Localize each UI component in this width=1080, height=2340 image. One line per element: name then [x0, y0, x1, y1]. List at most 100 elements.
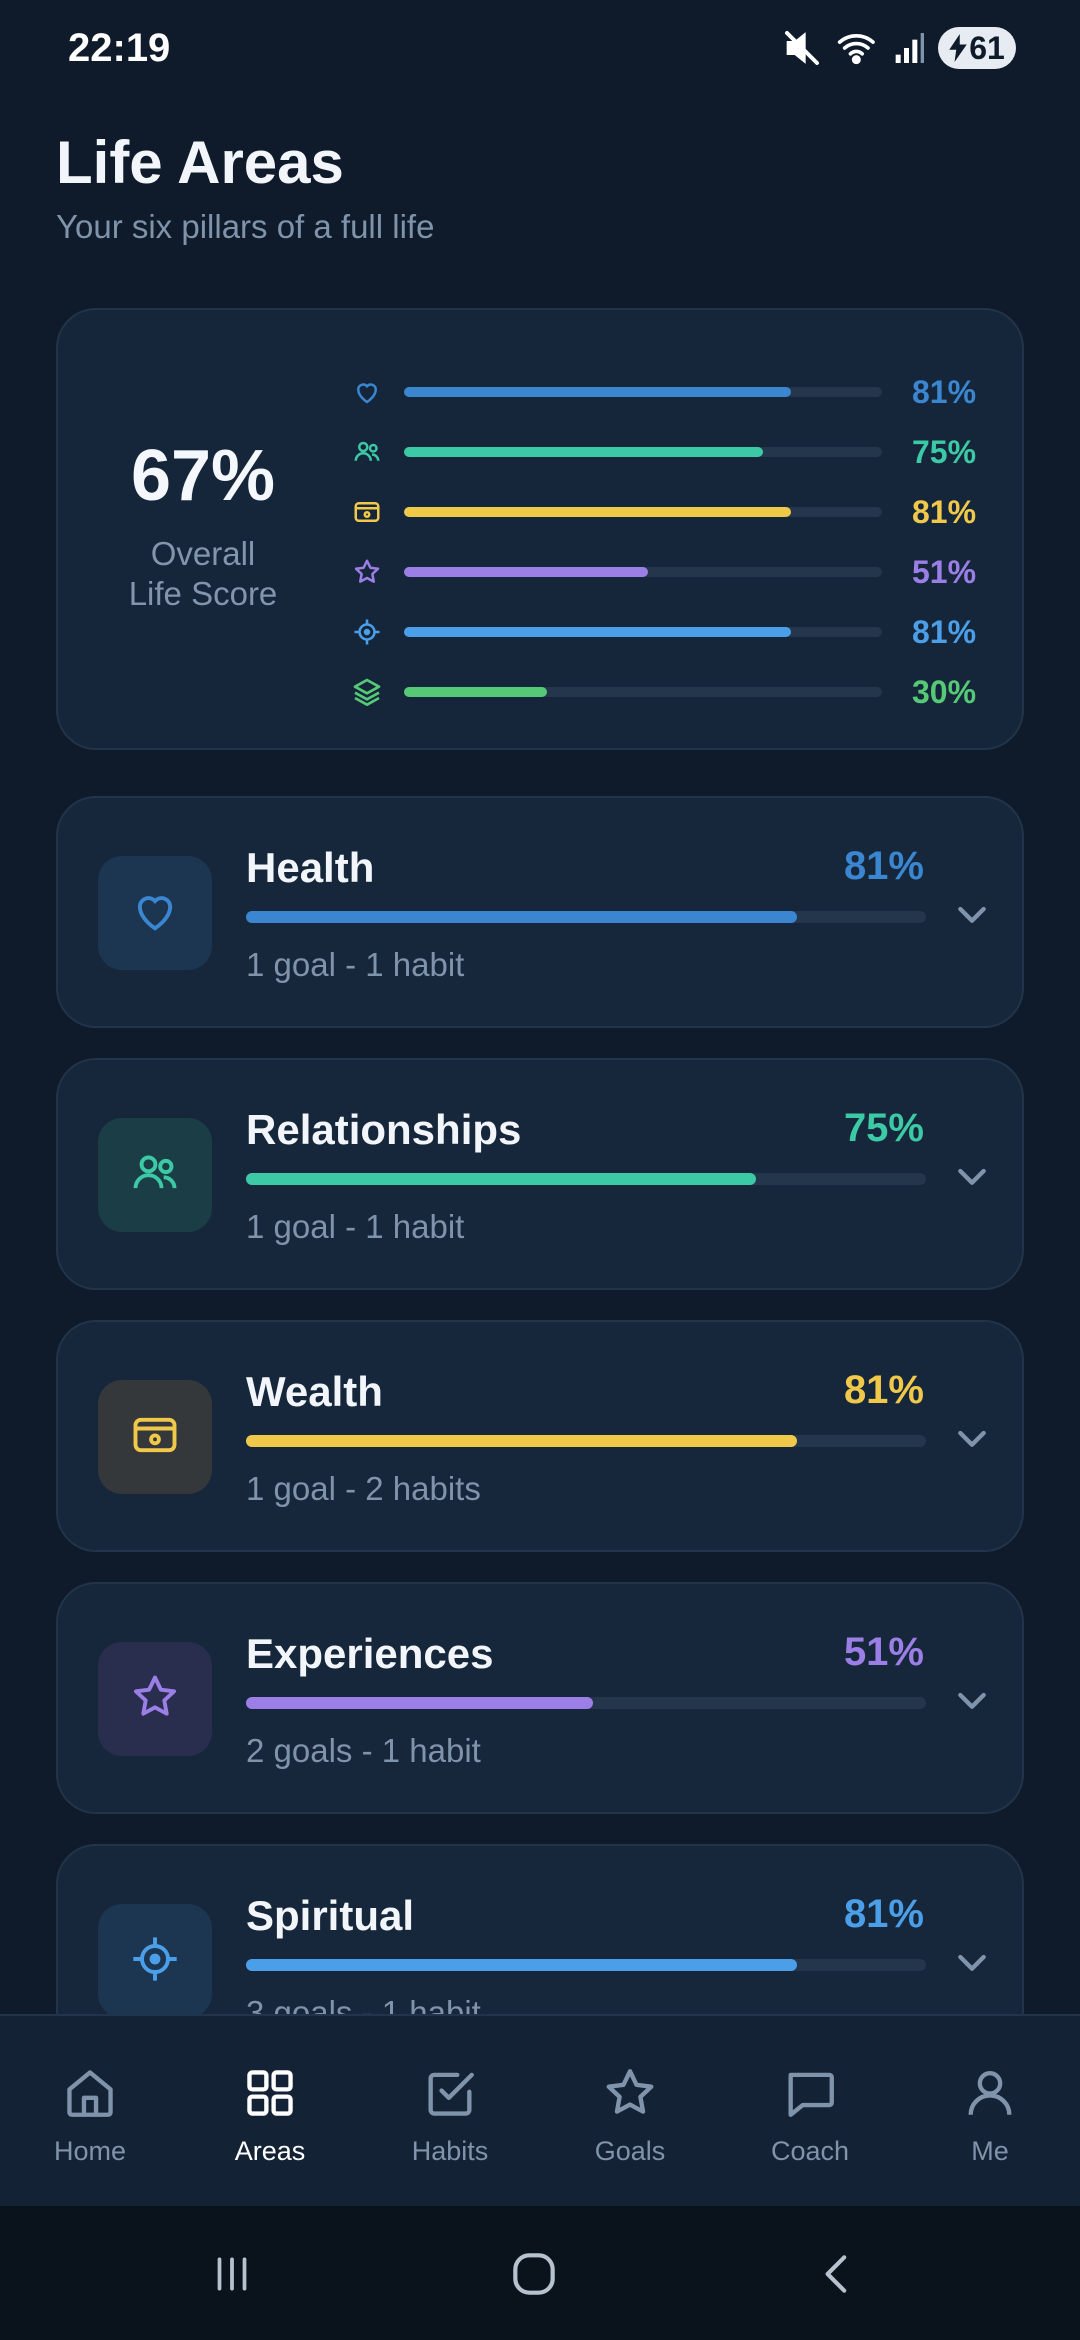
mini-row-health: 81%: [350, 362, 990, 422]
checkbox-icon: [421, 2064, 479, 2122]
area-percent: 75%: [843, 1106, 924, 1150]
mini-progress-fill: [404, 567, 648, 577]
area-progress-fill: [246, 1435, 797, 1447]
nav-label: Areas: [234, 2136, 306, 2166]
back-icon: [813, 2249, 863, 2304]
area-meta: 1 goal - 1 habit: [246, 946, 465, 983]
nav-label: Home: [53, 2136, 127, 2166]
nav-item-home[interactable]: Home: [0, 2016, 180, 2206]
grid-icon: [241, 2064, 299, 2122]
area-meta: 2 goals - 1 habit: [246, 1732, 481, 1769]
nav-label: Me: [971, 2136, 1009, 2166]
nav-item-me[interactable]: Me: [900, 2016, 1080, 2206]
area-percent: 81%: [843, 844, 924, 888]
mini-row-growth: 30%: [350, 662, 990, 722]
chevron-down-icon[interactable]: [952, 1156, 992, 1196]
area-card-spiritual[interactable]: Spiritual 81% 3 goals - 1 habit: [56, 1844, 1024, 2076]
area-card-health[interactable]: Health 81% 1 goal - 1 habit: [56, 796, 1024, 1028]
mini-progress-track: [404, 447, 882, 457]
overall-score-value: 67%: [130, 436, 276, 516]
mini-percent: 30%: [912, 673, 977, 710]
area-name: Experiences: [246, 1630, 494, 1677]
area-score-breakdown: 81% 75% 81% 51%: [350, 362, 990, 722]
nav-label: Coach: [770, 2136, 850, 2166]
page-subtitle: Your six pillars of a full life: [56, 208, 435, 245]
mini-progress-fill: [404, 387, 792, 397]
mini-progress-fill: [404, 687, 548, 697]
area-name: Relationships: [246, 1106, 522, 1153]
mini-row-spiritual: 81%: [350, 602, 990, 662]
area-icon-box: [98, 1118, 212, 1232]
area-icon-box: [98, 1642, 212, 1756]
chevron-down-icon[interactable]: [952, 1680, 992, 1720]
home-button[interactable]: [504, 2246, 564, 2306]
area-card-wealth[interactable]: Wealth 81% 1 goal - 2 habits: [56, 1320, 1024, 1552]
mini-progress-track: [404, 627, 882, 637]
area-card-relationships[interactable]: Relationships 75% 1 goal - 1 habit: [56, 1058, 1024, 1290]
area-percent: 51%: [843, 1630, 924, 1674]
mini-progress-track: [404, 687, 882, 697]
nav-item-habits[interactable]: Habits: [360, 2016, 540, 2206]
nav-label: Habits: [411, 2136, 489, 2166]
recent-apps-icon: [207, 2249, 257, 2304]
mini-progress-track: [404, 567, 882, 577]
mini-percent: 81%: [912, 373, 977, 410]
mini-row-relationships: 75%: [350, 422, 990, 482]
area-icon-box: [98, 856, 212, 970]
battery-level: 61: [969, 29, 1005, 66]
area-progress-track: [246, 1697, 926, 1709]
mini-percent: 51%: [912, 553, 977, 590]
wallet-icon: [129, 1409, 181, 1466]
nav-label: Goals: [594, 2136, 666, 2166]
nav-item-areas[interactable]: Areas: [180, 2016, 360, 2206]
area-progress-track: [246, 1959, 926, 1971]
recent-apps-button[interactable]: [202, 2246, 262, 2306]
chevron-down-icon[interactable]: [952, 1942, 992, 1982]
heart-icon: [129, 885, 181, 942]
star-icon: [129, 1671, 181, 1728]
wallet-icon: [350, 495, 384, 529]
nav-item-goals[interactable]: Goals: [540, 2016, 720, 2206]
home-icon: [61, 2064, 119, 2122]
users-icon: [129, 1147, 181, 1204]
battery-indicator: 61: [938, 27, 1016, 69]
chevron-down-icon[interactable]: [952, 1418, 992, 1458]
chat-icon: [781, 2064, 839, 2122]
mute-icon: [782, 28, 822, 68]
status-bar: 22:19 61: [0, 0, 1080, 96]
page-title: Life Areas: [56, 129, 344, 196]
system-nav-bar: [0, 2206, 1080, 2340]
chevron-down-icon[interactable]: [952, 894, 992, 934]
mini-progress-track: [404, 387, 882, 397]
area-progress-track: [246, 1173, 926, 1185]
mini-row-wealth: 81%: [350, 482, 990, 542]
area-card-experiences[interactable]: Experiences 51% 2 goals - 1 habit: [56, 1582, 1024, 1814]
status-time: 22:19: [68, 26, 171, 70]
overall-score-label-line1: Overall: [150, 535, 256, 572]
status-icons: 61: [782, 26, 1016, 70]
back-button[interactable]: [808, 2246, 868, 2306]
area-meta: 1 goal - 2 habits: [246, 1470, 481, 1507]
mini-progress-fill: [404, 507, 792, 517]
mini-percent: 75%: [912, 433, 977, 470]
area-progress-track: [246, 1435, 926, 1447]
signal-icon: [894, 31, 924, 65]
mini-percent: 81%: [912, 493, 977, 530]
user-icon: [961, 2064, 1019, 2122]
star-icon: [601, 2064, 659, 2122]
area-name: Wealth: [246, 1368, 383, 1415]
area-progress-fill: [246, 1697, 593, 1709]
heart-icon: [350, 375, 384, 409]
area-progress-fill: [246, 1959, 797, 1971]
nav-item-coach[interactable]: Coach: [720, 2016, 900, 2206]
area-icon-box: [98, 1904, 212, 2018]
overall-score: 67% Overall Life Score: [98, 440, 308, 614]
life-score-summary-card: 67% Overall Life Score 81% 75% 81%: [56, 308, 1024, 750]
area-icon-box: [98, 1380, 212, 1494]
area-progress-fill: [246, 1173, 756, 1185]
area-percent: 81%: [843, 1892, 924, 1936]
target-icon: [350, 615, 384, 649]
overall-score-label: Overall Life Score: [98, 534, 308, 614]
home-circle-icon: [506, 2246, 562, 2307]
mini-progress-fill: [404, 627, 792, 637]
